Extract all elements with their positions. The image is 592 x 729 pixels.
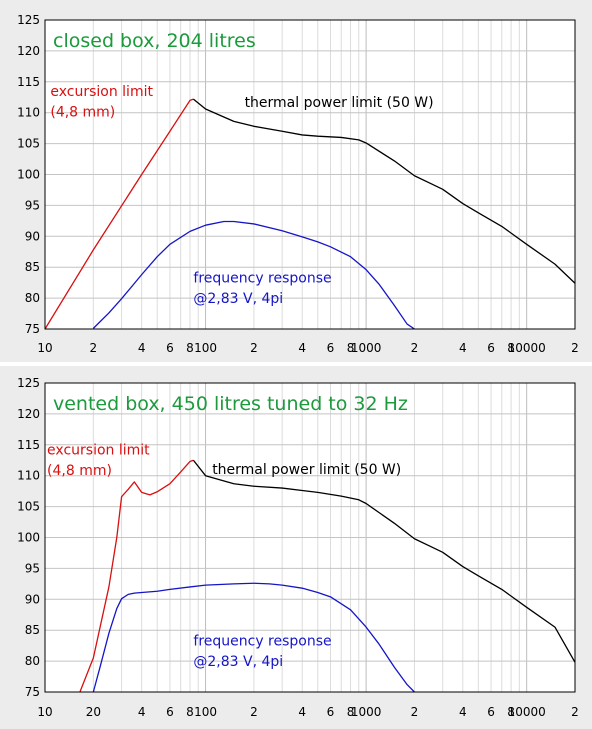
x-tick-label: 6 [327, 341, 335, 355]
x-tick-label: 10000 [508, 341, 546, 355]
x-tick-label: 100 [194, 341, 217, 355]
y-tick-label: 85 [25, 623, 40, 637]
x-tick-label: 2 [571, 705, 579, 719]
x-tick-label: 10 [37, 341, 52, 355]
x-tick-label: 100 [194, 705, 217, 719]
x-tick-label: 4 [459, 341, 467, 355]
grid [45, 20, 575, 329]
x-tick-label: 6 [166, 341, 174, 355]
annotation-freq: frequency response [193, 271, 331, 287]
x-tick-label: 1000 [351, 705, 382, 719]
series-line-excursion [79, 459, 194, 693]
panel-divider [0, 362, 592, 366]
annotation-excursion: excursion limit [47, 443, 150, 459]
y-tick-label: 110 [17, 469, 40, 483]
series-line-thermal [192, 459, 576, 663]
annotation-freq: frequency response [193, 634, 331, 650]
x-tick-label: 10000 [508, 705, 546, 719]
y-tick-label: 100 [17, 168, 40, 182]
x-tick-label: 2 [411, 341, 419, 355]
x-tick-label: 10 [37, 705, 52, 719]
x-tick-label: 2 [571, 341, 579, 355]
y-tick-label: 115 [17, 75, 40, 89]
y-tick-label: 80 [25, 654, 40, 668]
y-tick-label: 80 [25, 291, 40, 305]
x-tick-label: 2 [250, 705, 258, 719]
y-tick-label: 90 [25, 229, 40, 243]
x-tick-label: 4 [459, 705, 467, 719]
y-tick-label: 120 [17, 44, 40, 58]
annotation-freq: @2,83 V, 4pi [193, 291, 283, 307]
y-tick-label: 125 [17, 376, 40, 390]
x-tick-label: 8 [347, 705, 355, 719]
annotation-excursion: (4,8 mm) [50, 105, 115, 121]
x-tick-label: 4 [298, 341, 306, 355]
chart-title: vented box, 450 litres tuned to 32 Hz [53, 393, 408, 415]
series-line-excursion [44, 98, 194, 330]
x-tick-label: 6 [166, 705, 174, 719]
y-tick-label: 95 [25, 198, 40, 212]
series-line-freq [92, 220, 415, 330]
y-tick-label: 75 [25, 685, 40, 699]
x-tick-label: 8 [507, 341, 515, 355]
grid [45, 383, 575, 692]
plot-frame [44, 382, 576, 693]
y-tick-label: 125 [17, 13, 40, 27]
annotation-freq: @2,83 V, 4pi [193, 654, 283, 670]
x-tick-label: 6 [327, 705, 335, 719]
x-tick-label: 8 [186, 341, 194, 355]
y-tick-label: 120 [17, 407, 40, 421]
y-tick-label: 110 [17, 106, 40, 120]
x-tick-label: 6 [487, 341, 495, 355]
y-tick-label: 115 [17, 438, 40, 452]
x-tick-label: 8 [507, 705, 515, 719]
annotation-excursion: excursion limit [50, 84, 153, 100]
annotation-thermal: thermal power limit (50 W) [245, 95, 434, 111]
y-tick-label: 90 [25, 592, 40, 606]
x-tick-label: 1000 [351, 341, 382, 355]
x-tick-label: 6 [487, 705, 495, 719]
series-line-freq [92, 582, 415, 693]
x-tick-label: 4 [138, 705, 146, 719]
x-tick-label: 2 [411, 705, 419, 719]
y-tick-label: 85 [25, 260, 40, 274]
x-tick-label: 8 [186, 705, 194, 719]
y-tick-label: 95 [25, 561, 40, 575]
x-tick-label: 2 [250, 341, 258, 355]
x-tick-label: 8 [347, 341, 355, 355]
series-line-thermal [192, 98, 576, 284]
x-tick-label: 4 [298, 705, 306, 719]
y-tick-label: 75 [25, 322, 40, 336]
plot-frame [44, 19, 576, 330]
x-tick-label: 2 [90, 341, 98, 355]
annotation-excursion: (4,8 mm) [47, 463, 112, 479]
x-tick-label: 20 [86, 705, 101, 719]
y-tick-label: 105 [17, 500, 40, 514]
chart-title: closed box, 204 litres [53, 30, 256, 52]
annotation-thermal: thermal power limit (50 W) [212, 462, 401, 478]
y-tick-label: 100 [17, 531, 40, 545]
y-tick-label: 105 [17, 137, 40, 151]
x-tick-label: 4 [138, 341, 146, 355]
